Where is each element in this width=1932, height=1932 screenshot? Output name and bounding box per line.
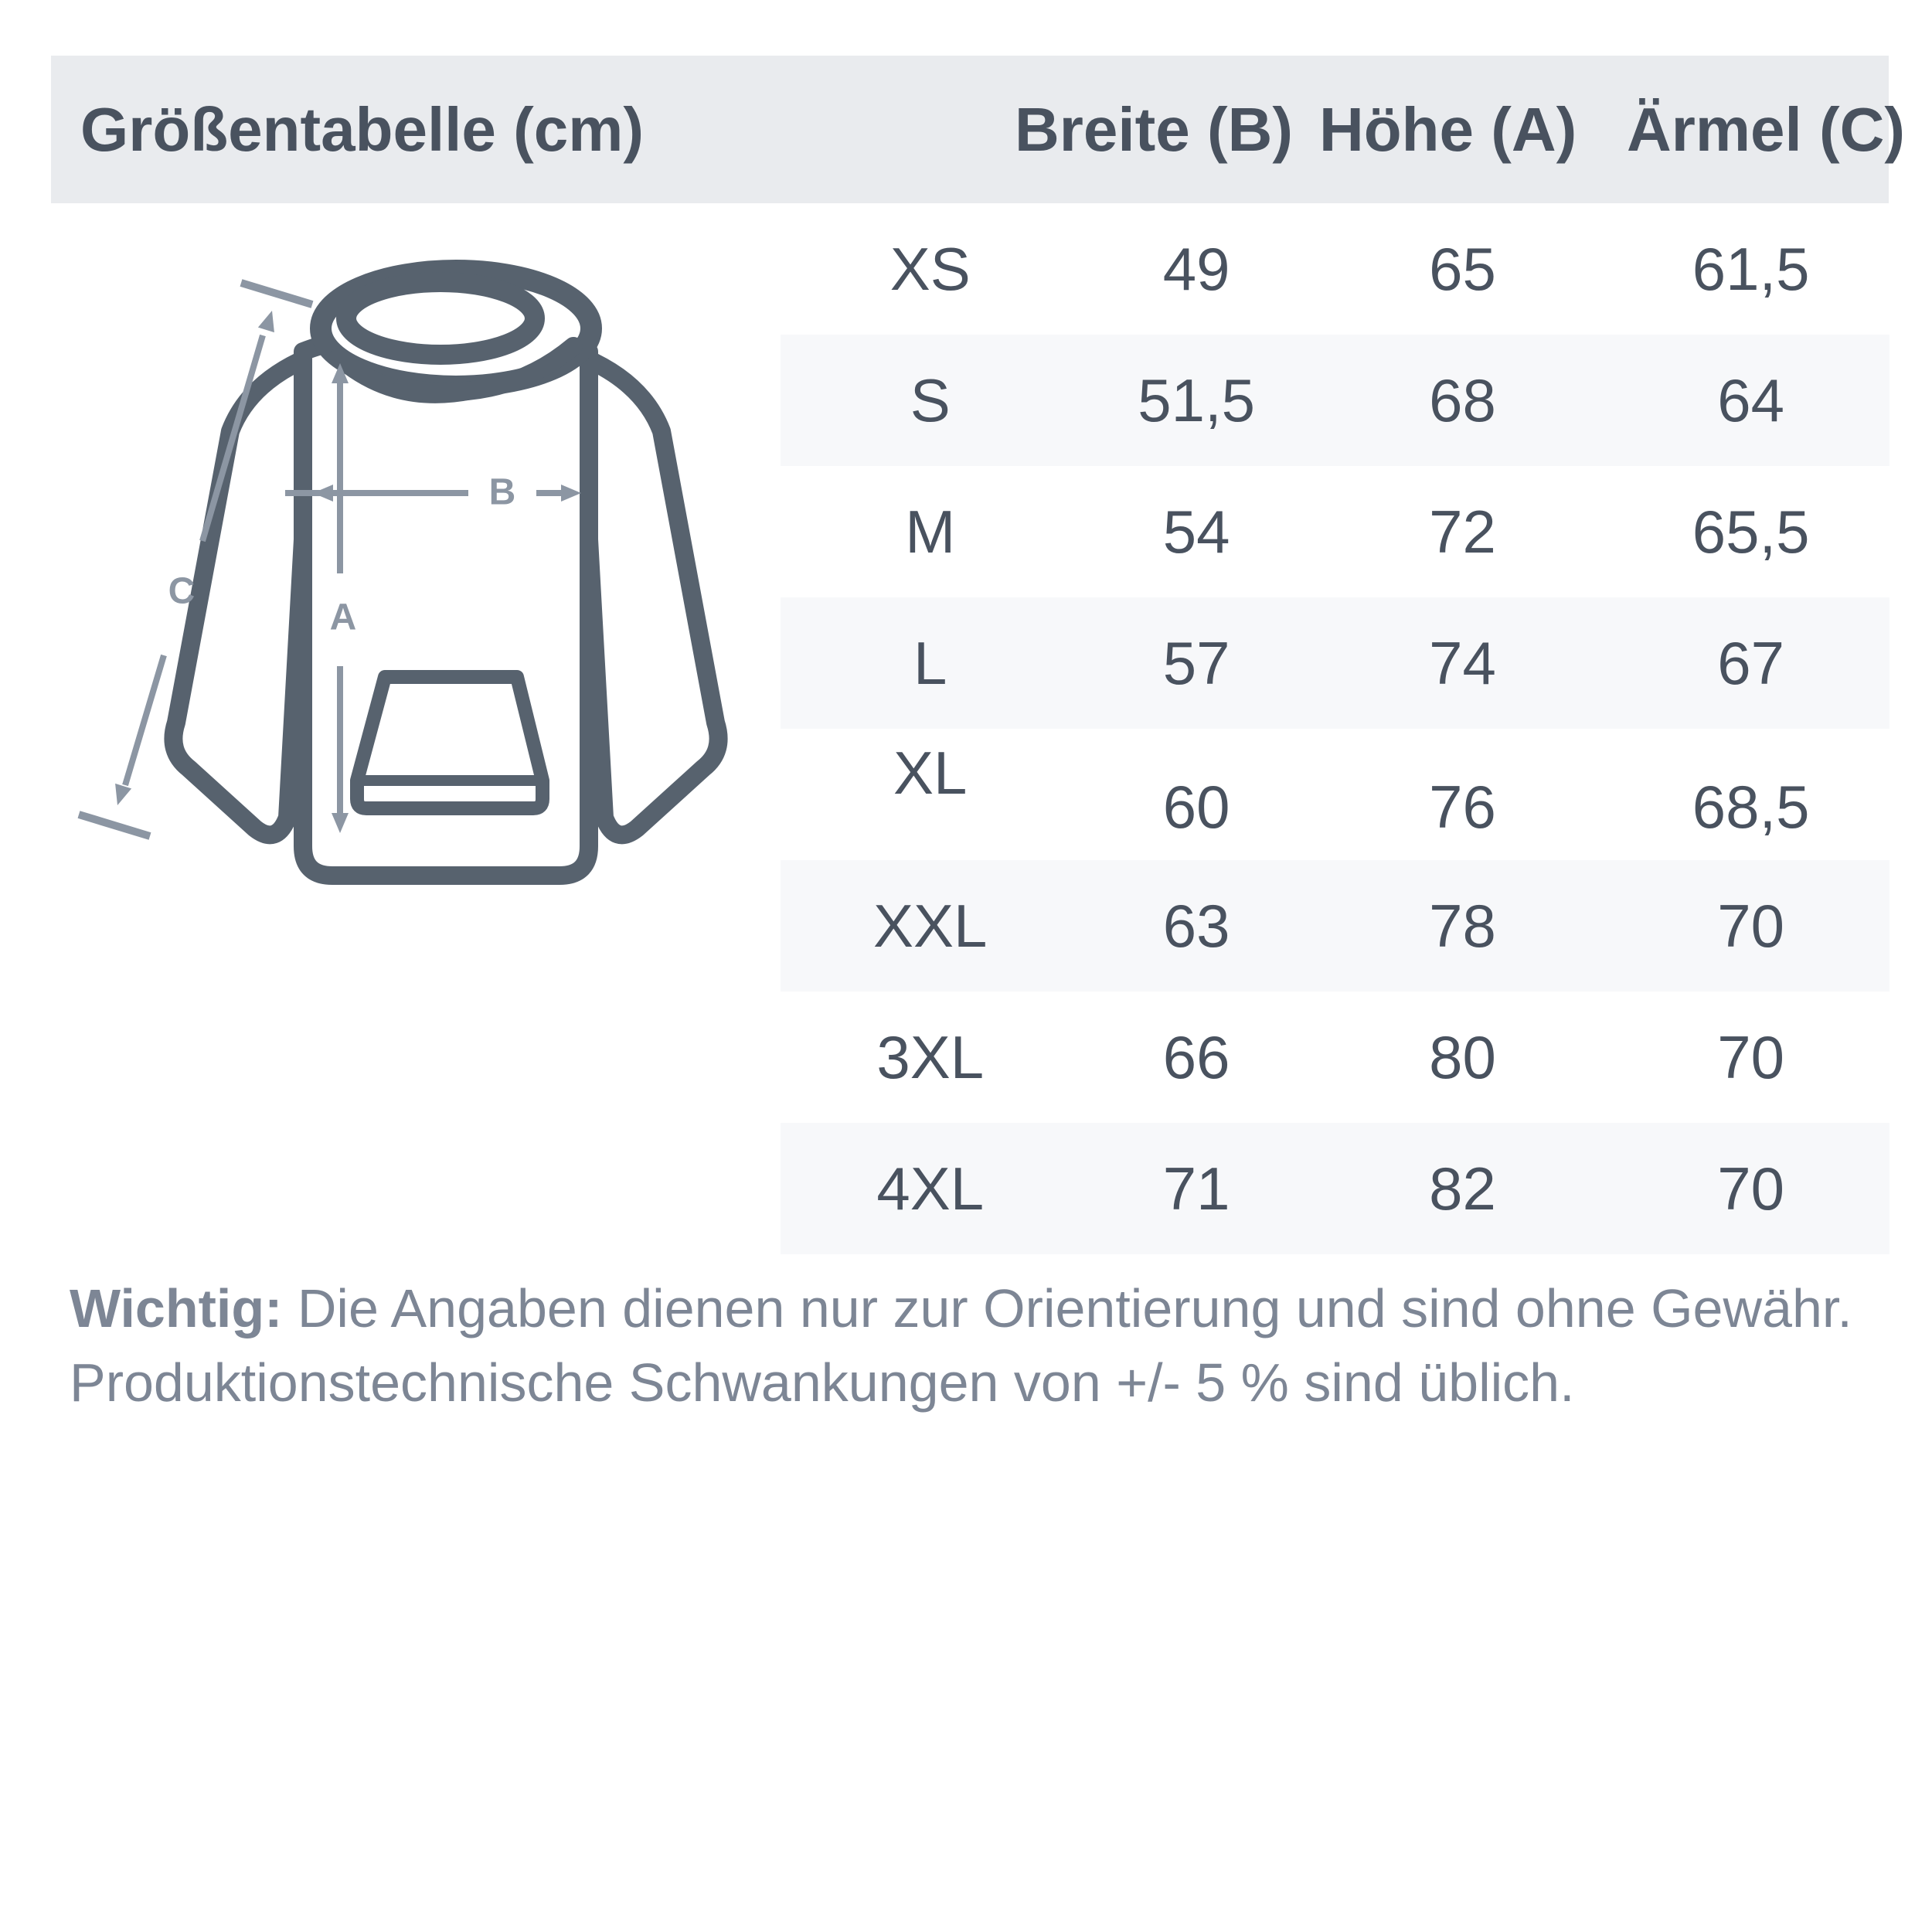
table-row: 4XL 71 82 70 xyxy=(781,1123,1889,1254)
breite-value: 63 xyxy=(1162,891,1230,960)
size-label: XXL xyxy=(873,891,988,960)
breite-value: 57 xyxy=(1162,628,1230,697)
size-label: XL xyxy=(893,738,968,807)
disclaimer-label: Wichtig: xyxy=(70,1278,283,1338)
breite-value: 51,5 xyxy=(1138,366,1256,434)
hoehe-value: 72 xyxy=(1429,497,1496,566)
aermel-value: 70 xyxy=(1717,1154,1784,1223)
dimension-label-b: B xyxy=(489,472,516,513)
aermel-value: 67 xyxy=(1717,628,1784,697)
disclaimer-note: Wichtig: Die Angaben dienen nur zur Orie… xyxy=(70,1271,1878,1420)
dimension-arrow-c: C xyxy=(77,279,314,840)
breite-value: 71 xyxy=(1162,1154,1230,1223)
dimension-arrow-b: B xyxy=(285,472,581,513)
size-label: 3XL xyxy=(876,1022,985,1091)
table-row: XL 60 76 68,5 xyxy=(781,729,1889,860)
aermel-value: 61,5 xyxy=(1692,234,1810,303)
table-row: M 54 72 65,5 xyxy=(781,466,1889,597)
column-header-hoehe: Höhe (A) xyxy=(1319,94,1577,164)
hoehe-value: 82 xyxy=(1429,1154,1496,1223)
hood-icon xyxy=(310,260,602,403)
hoehe-value: 65 xyxy=(1429,234,1496,303)
disclaimer-line1: Die Angaben dienen nur zur Orientierung … xyxy=(297,1278,1852,1338)
size-label: M xyxy=(905,497,956,566)
hoehe-value: 74 xyxy=(1429,628,1496,697)
hoehe-value: 78 xyxy=(1429,891,1496,960)
table-row: L 57 74 67 xyxy=(781,597,1889,729)
aermel-value: 64 xyxy=(1717,366,1784,434)
dimension-arrow-a: A xyxy=(330,363,357,833)
column-header-breite: Breite (B) xyxy=(1015,94,1294,164)
size-label: S xyxy=(910,366,951,434)
size-label: L xyxy=(913,628,947,697)
aermel-value: 70 xyxy=(1717,891,1784,960)
disclaimer-line2: Produktionstechnische Schwankungen von +… xyxy=(70,1352,1575,1413)
table-row: 3XL 66 80 70 xyxy=(781,992,1889,1123)
page-title: Größentabelle (cm) xyxy=(80,94,645,164)
hoehe-value: 80 xyxy=(1429,1022,1496,1091)
table-row: XS 49 65 61,5 xyxy=(781,203,1889,335)
size-table: XS 49 65 61,5 S 51,5 68 64 M 54 72 65,5 … xyxy=(781,203,1889,1254)
hoehe-value: 68 xyxy=(1429,366,1496,434)
breite-value: 49 xyxy=(1162,234,1230,303)
hoehe-value: 76 xyxy=(1429,772,1496,841)
table-row: S 51,5 68 64 xyxy=(781,335,1889,466)
aermel-value: 70 xyxy=(1717,1022,1784,1091)
aermel-value: 65,5 xyxy=(1692,497,1810,566)
hoodie-measurement-diagram: A B C xyxy=(77,260,728,885)
table-row: XXL 63 78 70 xyxy=(781,860,1889,992)
size-table-header-bar: Größentabelle (cm) Breite (B) Höhe (A) Ä… xyxy=(51,56,1905,203)
breite-value: 54 xyxy=(1162,497,1230,566)
dimension-label-c: C xyxy=(168,571,196,612)
size-label: 4XL xyxy=(876,1154,985,1223)
hoodie-pocket xyxy=(350,670,549,815)
aermel-value: 68,5 xyxy=(1692,772,1810,841)
column-header-aermel: Ärmel (C) xyxy=(1627,94,1906,164)
hoodie-sleeves xyxy=(164,348,728,845)
size-label: XS xyxy=(889,234,971,303)
dimension-label-a: A xyxy=(330,597,357,638)
breite-value: 66 xyxy=(1162,1022,1230,1091)
breite-value: 60 xyxy=(1162,772,1230,841)
